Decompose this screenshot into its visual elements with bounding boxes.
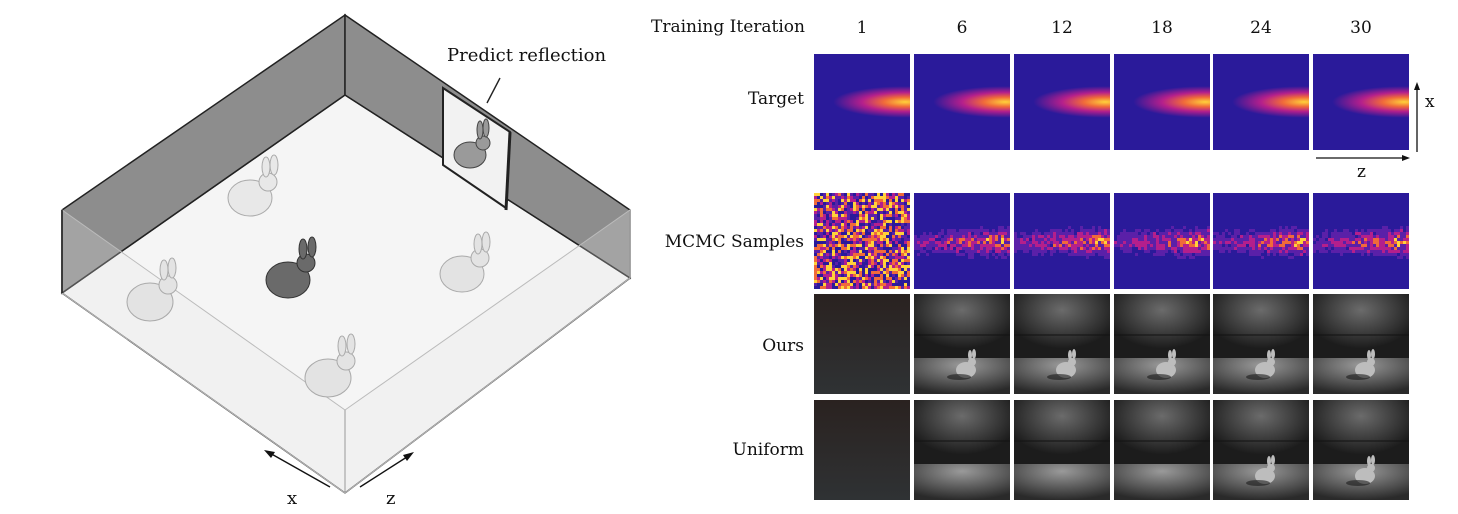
predict-reflection-label: Predict reflection <box>447 45 607 66</box>
bunny-center <box>265 236 317 299</box>
target-tile-30 <box>1313 54 1409 150</box>
ours-tile-1 <box>814 294 910 394</box>
target-tile-6 <box>914 54 1010 150</box>
iteration-label-1: 1 <box>856 18 868 38</box>
row-label-ours: Ours <box>762 336 804 356</box>
ours-tile-6 <box>914 294 1010 394</box>
row-label-uniform: Uniform <box>732 440 805 460</box>
grid-axis-z-label: z <box>1357 162 1366 182</box>
bunny-mirror <box>453 118 491 169</box>
bunny-front <box>304 333 356 398</box>
iteration-label-30: 30 <box>1350 18 1372 38</box>
target-tile-18 <box>1114 54 1210 150</box>
iteration-label-18: 18 <box>1151 18 1173 38</box>
ours-tile-30 <box>1313 294 1409 394</box>
ours-tile-18 <box>1114 294 1210 394</box>
uniform-tile-12 <box>1014 400 1110 500</box>
callout-line <box>486 77 501 104</box>
header-label: Training Iteration <box>651 17 805 37</box>
scene-axis-z-label: z <box>386 488 396 509</box>
iteration-label-12: 12 <box>1051 18 1073 38</box>
target-tile-1 <box>814 54 910 150</box>
row-label-target: Target <box>747 89 804 109</box>
grid-axis-x-label: x <box>1425 92 1435 112</box>
target-tile-12 <box>1014 54 1110 150</box>
mcmc-samples-tile-24 <box>1213 193 1309 289</box>
row-label-mcmc-samples: MCMC Samples <box>664 232 804 252</box>
uniform-tile-24 <box>1213 400 1309 500</box>
bunny-back <box>227 154 279 217</box>
room-scene <box>60 13 632 495</box>
scene-axis-x-label: x <box>287 488 298 509</box>
mcmc-samples-tile-6 <box>914 193 1010 289</box>
mcmc-samples-tile-1 <box>814 193 910 289</box>
target-tile-24 <box>1213 54 1309 150</box>
uniform-tile-1 <box>814 400 910 500</box>
ours-tile-24 <box>1213 294 1309 394</box>
mcmc-samples-tile-30 <box>1313 193 1409 289</box>
mcmc-samples-tile-18 <box>1114 193 1210 289</box>
iteration-label-6: 6 <box>956 18 968 38</box>
target-axes <box>1316 82 1420 161</box>
uniform-tile-18 <box>1114 400 1210 500</box>
mcmc-samples-tile-12 <box>1014 193 1110 289</box>
bunny-left <box>126 257 178 322</box>
bunny-right <box>439 231 491 293</box>
iteration-label-24: 24 <box>1250 18 1272 38</box>
uniform-tile-6 <box>914 400 1010 500</box>
ours-tile-12 <box>1014 294 1110 394</box>
uniform-tile-30 <box>1313 400 1409 500</box>
